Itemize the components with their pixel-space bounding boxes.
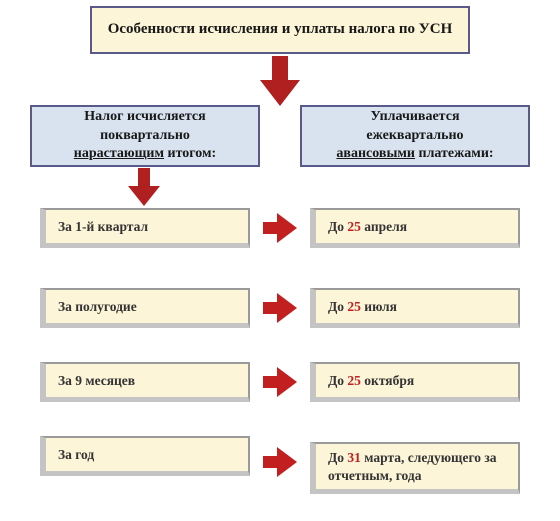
- arrow-right-icon: [263, 447, 297, 477]
- deadline-box-4: До 31 марта, следующего за отчетным, год…: [310, 442, 520, 494]
- deadline-box-2: До 25 июля: [310, 288, 520, 328]
- period-box-1: За 1-й квартал: [40, 208, 250, 248]
- left-header-text: Налог исчисляется поквартально нарастающ…: [74, 108, 216, 165]
- arrow-right-icon: [263, 367, 297, 397]
- period-text: За год: [58, 447, 94, 463]
- period-box-4: За год: [40, 436, 250, 476]
- title-box: Особенности исчисления и уплаты налога п…: [90, 6, 470, 54]
- deadline-text: До 25 июля: [328, 299, 397, 315]
- arrow-down-small-icon: [128, 168, 160, 206]
- deadline-box-1: До 25 апреля: [310, 208, 520, 248]
- period-box-2: За полугодие: [40, 288, 250, 328]
- period-text: За полугодие: [58, 299, 137, 315]
- deadline-box-3: До 25 октября: [310, 362, 520, 402]
- deadline-text: До 25 октября: [328, 373, 414, 389]
- left-header-box: Налог исчисляется поквартально нарастающ…: [30, 105, 260, 167]
- arrow-down-icon: [260, 56, 300, 106]
- period-box-3: За 9 месяцев: [40, 362, 250, 402]
- deadline-text: До 25 апреля: [328, 219, 407, 235]
- arrow-right-icon: [263, 293, 297, 323]
- right-header-text: Уплачивается ежеквартально авансовыми пл…: [336, 108, 493, 165]
- deadline-text: До 31 марта, следующего за отчетным, год…: [328, 449, 518, 484]
- period-text: За 9 месяцев: [58, 373, 135, 389]
- period-text: За 1-й квартал: [58, 219, 148, 235]
- right-header-box: Уплачивается ежеквартально авансовыми пл…: [300, 105, 530, 167]
- arrow-right-icon: [263, 213, 297, 243]
- title-text: Особенности исчисления и уплаты налога п…: [108, 20, 453, 40]
